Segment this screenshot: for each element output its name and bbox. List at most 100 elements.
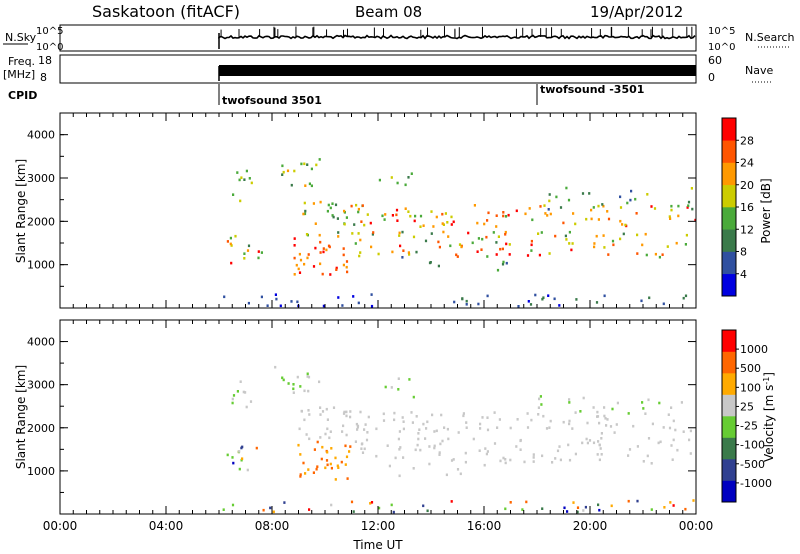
echo-cell <box>437 264 440 268</box>
echo-cell <box>465 303 468 306</box>
echo-cell <box>330 466 333 470</box>
echo-cell <box>568 401 571 404</box>
echo-cell <box>399 446 402 449</box>
echo-cell <box>592 441 596 445</box>
colorbar-tick-label: 25 <box>740 400 754 413</box>
echo-cell <box>498 418 501 421</box>
echo-cell <box>600 453 603 456</box>
echo-cell <box>663 506 666 509</box>
echo-cell <box>538 253 541 257</box>
echo-cell <box>590 217 593 221</box>
echo-cell <box>495 214 498 217</box>
power-yticks: 4000 3000 2000 1000 <box>27 129 696 287</box>
echo-cell <box>532 460 535 463</box>
echo-cell <box>382 412 385 416</box>
echo-cell <box>558 304 561 307</box>
echo-cell <box>417 437 420 441</box>
echo-cell <box>456 255 459 258</box>
power-colorbar: 28 24 20 16 12 8 4 <box>721 117 754 297</box>
echo-cell <box>344 463 347 466</box>
date-title: 19/Apr/2012 <box>590 3 683 21</box>
echo-cell <box>365 438 369 442</box>
echo-cell <box>351 232 354 235</box>
echo-cell <box>694 218 697 222</box>
echo-cell <box>343 209 346 213</box>
echo-cell <box>324 466 327 470</box>
ytick-label: 1000 <box>27 259 55 272</box>
echo-cell <box>650 462 653 465</box>
echo-cell <box>244 391 247 394</box>
echo-cell <box>419 214 423 218</box>
colorbar-tick-label: -100 <box>740 439 765 452</box>
echo-cell <box>529 303 533 306</box>
echo-cell <box>321 445 324 449</box>
echo-cell <box>551 461 554 464</box>
time-axis-label: Time UT <box>352 538 403 552</box>
echo-cell <box>449 244 452 248</box>
echo-cell <box>600 432 603 435</box>
echo-cell <box>548 199 551 203</box>
echo-cell <box>352 510 355 513</box>
echo-cell <box>230 244 233 247</box>
echo-cell <box>611 239 615 243</box>
echo-cell <box>331 214 334 217</box>
echo-cell <box>453 300 456 304</box>
echo-cell <box>326 450 329 454</box>
echo-cell <box>308 413 311 416</box>
echo-cell <box>519 438 522 442</box>
velocity-colorbar-label-exp: -1 <box>762 377 771 385</box>
echo-cell <box>526 412 529 415</box>
echo-cell <box>634 197 637 201</box>
echo-cell <box>302 461 305 465</box>
echo-cell <box>547 208 550 211</box>
echo-cell <box>559 206 563 209</box>
echo-cell <box>415 250 418 254</box>
echo-cell <box>335 268 338 271</box>
echo-cell <box>477 302 480 306</box>
echo-cell <box>669 217 672 220</box>
echo-cell <box>564 234 567 238</box>
echo-cell <box>386 444 389 447</box>
echo-cell <box>501 262 505 266</box>
echo-cell <box>690 187 693 190</box>
echo-cell <box>571 427 574 430</box>
echo-cell <box>597 503 600 507</box>
cpid-segment-1: twofsound 3501 <box>222 94 322 107</box>
echo-cell <box>461 297 464 300</box>
echo-cell <box>603 414 606 418</box>
echo-cell <box>447 437 450 441</box>
echo-cell <box>412 467 415 470</box>
echo-cell <box>358 254 361 258</box>
echo-cell <box>606 210 609 213</box>
echo-cell <box>537 413 540 416</box>
echo-cell <box>650 205 653 208</box>
echo-cell <box>668 426 672 430</box>
echo-cell <box>537 406 540 409</box>
echo-cell <box>672 504 675 507</box>
echo-cell <box>306 163 309 166</box>
echo-cell <box>642 460 645 463</box>
echo-cell <box>570 248 573 252</box>
echo-cell <box>397 437 400 441</box>
echo-cell <box>246 468 249 472</box>
echo-cell <box>326 209 329 213</box>
echo-cell <box>306 372 309 376</box>
echo-cell <box>450 223 453 226</box>
echo-cell <box>342 263 345 267</box>
echo-cell <box>496 268 500 272</box>
echo-cell <box>615 423 618 426</box>
cpid-segment-2: twofsound -3501 <box>540 83 644 96</box>
echo-cell <box>476 221 479 225</box>
echo-cell <box>435 429 438 433</box>
echo-cell <box>393 418 396 422</box>
ytick-label: 3000 <box>27 379 55 392</box>
echo-cell <box>345 265 348 269</box>
echo-cell <box>255 446 258 450</box>
echo-cell <box>457 431 460 434</box>
echo-cell <box>442 230 445 234</box>
echo-cell <box>435 215 438 219</box>
echo-cell <box>458 243 462 246</box>
echo-cell <box>630 189 633 193</box>
echo-cell <box>597 218 600 221</box>
echo-cell <box>646 193 649 196</box>
